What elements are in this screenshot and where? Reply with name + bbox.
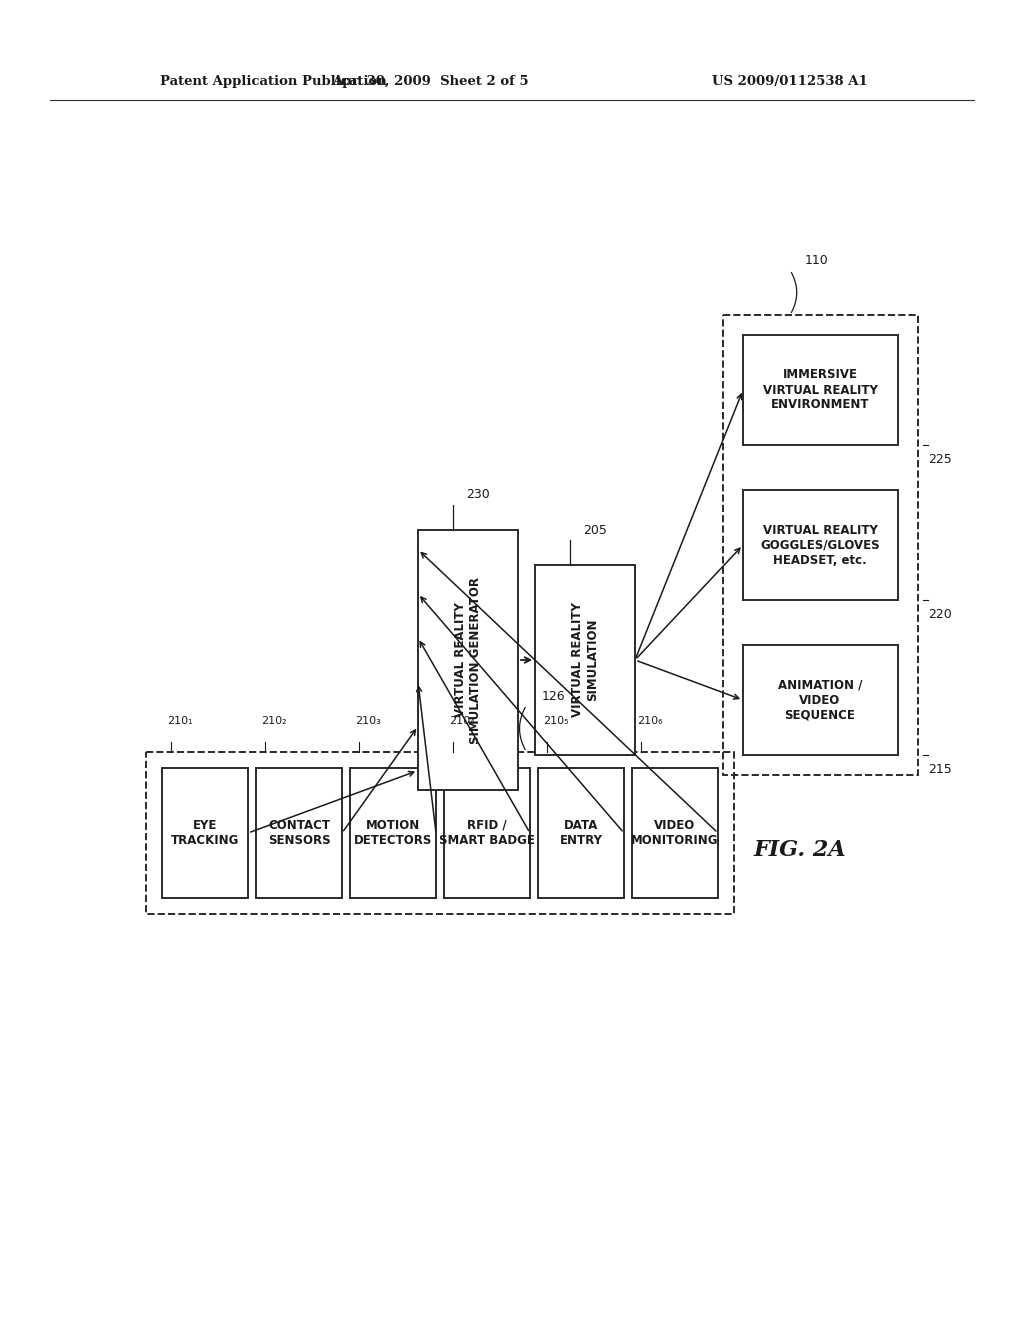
Text: 230: 230	[466, 488, 489, 502]
Text: VIRTUAL REALITY
SIMULATION GENERATOR: VIRTUAL REALITY SIMULATION GENERATOR	[454, 577, 482, 743]
Bar	[743, 645, 898, 755]
Bar	[146, 752, 734, 913]
Text: VIRTUAL REALITY
SIMULATION: VIRTUAL REALITY SIMULATION	[571, 602, 599, 718]
Text: 210₆: 210₆	[637, 715, 663, 726]
Bar	[743, 490, 898, 601]
Bar	[723, 315, 918, 775]
Text: 205: 205	[583, 524, 607, 536]
Text: Apr. 30, 2009  Sheet 2 of 5: Apr. 30, 2009 Sheet 2 of 5	[332, 75, 528, 88]
Text: 225: 225	[928, 453, 951, 466]
Bar	[535, 565, 635, 755]
Bar	[350, 768, 436, 898]
Bar	[162, 768, 248, 898]
Text: DATA
ENTRY: DATA ENTRY	[559, 818, 602, 847]
Text: 210₃: 210₃	[355, 715, 381, 726]
Text: 215: 215	[928, 763, 951, 776]
Bar	[256, 768, 342, 898]
Text: Patent Application Publication: Patent Application Publication	[160, 75, 387, 88]
Bar	[538, 768, 624, 898]
Bar	[632, 768, 718, 898]
Text: VIRTUAL REALITY
GOGGLES/GLOVES
HEADSET, etc.: VIRTUAL REALITY GOGGLES/GLOVES HEADSET, …	[760, 524, 880, 566]
Text: IMMERSIVE
VIRTUAL REALITY
ENVIRONMENT: IMMERSIVE VIRTUAL REALITY ENVIRONMENT	[763, 368, 878, 412]
Bar	[444, 768, 530, 898]
Text: 210₄: 210₄	[449, 715, 475, 726]
Text: 126: 126	[542, 690, 565, 704]
Text: 210₂: 210₂	[261, 715, 287, 726]
Text: CONTACT
SENSORS: CONTACT SENSORS	[267, 818, 331, 847]
Text: 220: 220	[928, 609, 951, 620]
Text: FIG. 2A: FIG. 2A	[754, 840, 846, 861]
Text: US 2009/0112538 A1: US 2009/0112538 A1	[712, 75, 868, 88]
Bar	[743, 335, 898, 445]
Text: EYE
TRACKING: EYE TRACKING	[171, 818, 240, 847]
Text: RFID /
SMART BADGE: RFID / SMART BADGE	[439, 818, 535, 847]
Text: VIDEO
MONITORING: VIDEO MONITORING	[631, 818, 719, 847]
Text: MOTION
DETECTORS: MOTION DETECTORS	[354, 818, 432, 847]
Text: 110: 110	[805, 253, 828, 267]
Text: 210₁: 210₁	[167, 715, 193, 726]
Bar	[418, 531, 518, 789]
Text: 210₅: 210₅	[543, 715, 568, 726]
Text: ANIMATION /
VIDEO
SEQUENCE: ANIMATION / VIDEO SEQUENCE	[778, 678, 862, 722]
